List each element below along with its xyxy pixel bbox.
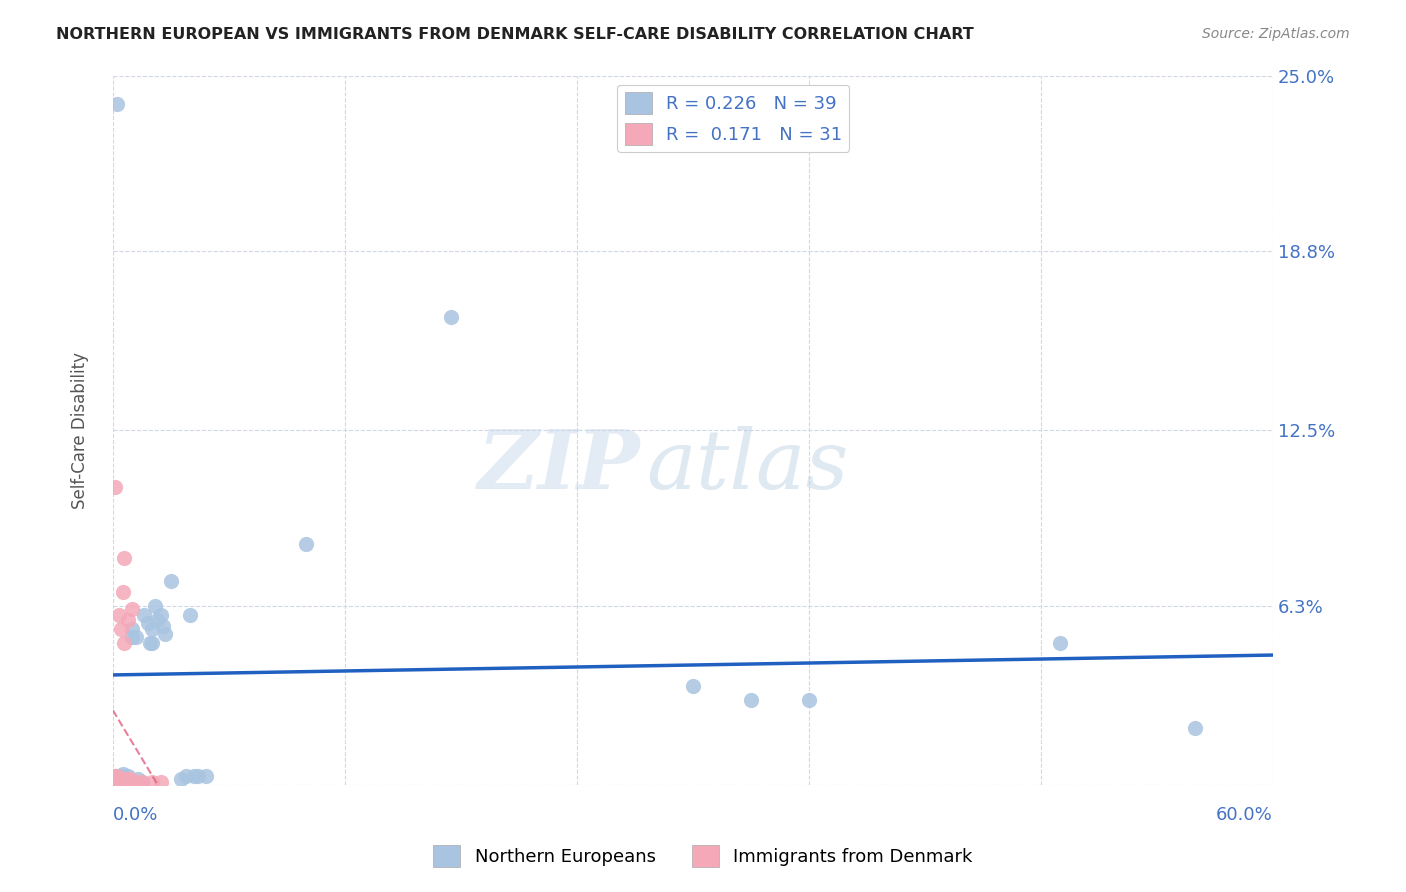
Point	[110, 775, 132, 789]
Point	[740, 692, 762, 706]
Point	[105, 772, 128, 787]
Point	[160, 574, 183, 588]
Point	[1049, 636, 1071, 650]
Y-axis label: Self-Care Disability: Self-Care Disability	[72, 351, 89, 508]
Point	[141, 636, 163, 650]
Point	[105, 96, 128, 111]
Point	[141, 622, 163, 636]
Point	[104, 775, 127, 789]
Point	[153, 627, 176, 641]
Point	[125, 630, 148, 644]
Point	[127, 775, 149, 789]
Point	[104, 769, 127, 783]
Point	[107, 607, 129, 622]
Point	[125, 775, 148, 789]
Point	[110, 772, 132, 787]
Point	[145, 599, 167, 614]
Legend: R = 0.226   N = 39, R =  0.171   N = 31: R = 0.226 N = 39, R = 0.171 N = 31	[617, 85, 849, 152]
Point	[107, 775, 129, 789]
Text: ZIP: ZIP	[478, 425, 641, 506]
Point	[115, 772, 138, 787]
Point	[121, 775, 143, 789]
Text: Source: ZipAtlas.com: Source: ZipAtlas.com	[1202, 27, 1350, 41]
Point	[179, 607, 201, 622]
Point	[105, 775, 128, 789]
Point	[114, 775, 136, 789]
Point	[114, 775, 136, 789]
Point	[138, 636, 160, 650]
Point	[120, 772, 142, 787]
Point	[121, 630, 143, 644]
Point	[115, 775, 138, 789]
Point	[114, 772, 136, 787]
Text: NORTHERN EUROPEAN VS IMMIGRANTS FROM DENMARK SELF-CARE DISABILITY CORRELATION CH: NORTHERN EUROPEAN VS IMMIGRANTS FROM DEN…	[56, 27, 974, 42]
Point	[141, 775, 163, 789]
Point	[117, 613, 139, 627]
Point	[136, 616, 159, 631]
Point	[131, 775, 153, 789]
Point	[132, 607, 155, 622]
Point	[682, 679, 704, 693]
Point	[111, 775, 134, 789]
Point	[194, 769, 217, 783]
Legend: Northern Europeans, Immigrants from Denmark: Northern Europeans, Immigrants from Denm…	[426, 838, 980, 874]
Point	[117, 772, 139, 787]
Point	[120, 775, 142, 789]
Point	[131, 775, 153, 789]
Point	[114, 550, 136, 565]
Point	[1184, 721, 1206, 735]
Point	[105, 769, 128, 783]
Point	[121, 622, 143, 636]
Point	[104, 772, 127, 787]
Point	[104, 769, 127, 783]
Point	[187, 769, 209, 783]
Point	[169, 772, 191, 787]
Point	[114, 636, 136, 650]
Point	[176, 769, 198, 783]
Point	[104, 772, 127, 787]
Point	[146, 613, 169, 627]
Point	[121, 602, 143, 616]
Point	[150, 775, 173, 789]
Text: 60.0%: 60.0%	[1216, 806, 1272, 824]
Point	[295, 537, 318, 551]
Point	[107, 775, 129, 789]
Text: 0.0%: 0.0%	[112, 806, 159, 824]
Point	[440, 310, 463, 324]
Point	[110, 769, 132, 783]
Point	[120, 775, 142, 789]
Point	[111, 585, 134, 599]
Point	[150, 607, 173, 622]
Point	[183, 769, 205, 783]
Point	[111, 766, 134, 780]
Point	[117, 775, 139, 789]
Point	[110, 622, 132, 636]
Text: atlas: atlas	[647, 425, 849, 506]
Point	[104, 480, 127, 494]
Point	[127, 772, 149, 787]
Point	[797, 692, 820, 706]
Point	[117, 769, 139, 783]
Point	[152, 619, 174, 633]
